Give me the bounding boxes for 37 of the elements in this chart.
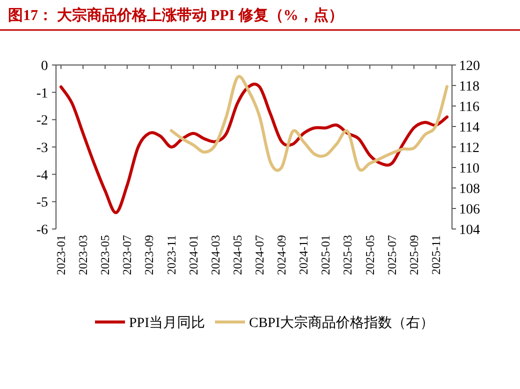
chart-title: 图17： 大宗商品价格上涨带动 PPI 修复（%，点）	[8, 6, 344, 24]
x-tick-label: 2023-09	[142, 235, 156, 275]
y2-tick-label: 112	[459, 141, 480, 156]
x-tick-label: 2024-07	[252, 235, 267, 275]
x-tick-label: 2023-01	[54, 235, 68, 275]
x-tick-label: 2025-09	[406, 235, 421, 275]
y2-tick-label: 108	[459, 182, 480, 197]
legend-label: PPI当月同比	[129, 315, 206, 331]
y2-tick-label: 110	[459, 162, 480, 176]
y2-tick-label: 118	[459, 80, 480, 94]
y-tick-label: -1	[36, 86, 48, 102]
x-tick-label: 2025-07	[384, 235, 399, 275]
y-tick-label: -5	[36, 196, 48, 211]
x-tick-label: 2024-09	[274, 235, 289, 275]
x-tick-label: 2025-03	[340, 235, 355, 275]
x-tick-label: 2023-11	[164, 235, 178, 275]
y-tick-label: -3	[36, 141, 48, 156]
x-tick-label: 2023-03	[76, 235, 90, 275]
x-tick-label: 2023-05	[98, 235, 112, 275]
x-tick-label: 2025-01	[318, 235, 333, 275]
legend-label: CBPI大宗商品价格指数（右）	[249, 315, 434, 331]
y2-tick-label: 114	[459, 120, 480, 136]
y2-tick-label: 116	[459, 100, 480, 115]
y-tick-label: -2	[36, 114, 48, 129]
y2-tick-label: 106	[459, 202, 480, 218]
x-tick-label: 2024-11	[296, 235, 311, 275]
x-tick-label: 2024-03	[208, 235, 222, 275]
x-tick-label: 2025-11	[428, 235, 443, 275]
y2-tick-label: 104	[459, 223, 480, 238]
x-tick-label: 2023-07	[120, 235, 134, 275]
y2-tick-label: 120	[459, 59, 480, 74]
x-tick-label: 2024-01	[186, 235, 200, 275]
x-tick-label: 2025-05	[362, 235, 377, 275]
y-tick-label: 0	[41, 59, 48, 74]
x-tick-label: 2024-05	[230, 235, 244, 275]
y-tick-label: -6	[36, 223, 48, 238]
y-tick-label: -4	[36, 168, 48, 184]
